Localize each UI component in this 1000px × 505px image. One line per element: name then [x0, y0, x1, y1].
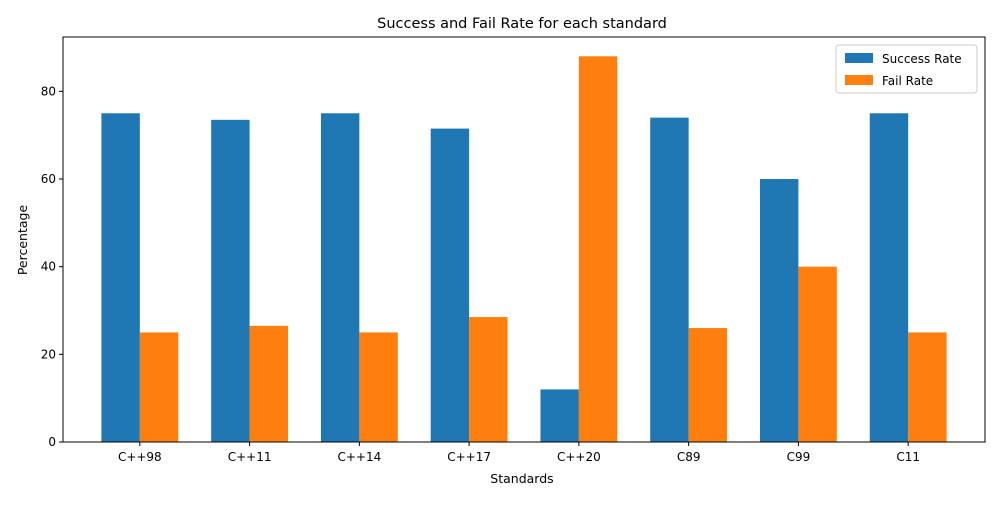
legend-label: Success Rate — [882, 52, 962, 66]
chart-title: Success and Fail Rate for each standard — [377, 16, 667, 32]
plot-frame — [62, 36, 986, 443]
bar-fail-7 — [908, 332, 947, 442]
bars-layer — [101, 56, 947, 443]
y-tick-label: 80 — [41, 84, 56, 98]
legend-swatch — [845, 53, 873, 63]
x-tick-label: C++20 — [557, 450, 601, 464]
legend-label: Fail Rate — [882, 74, 933, 88]
bar-fail-2 — [359, 332, 398, 442]
y-tick-label: 40 — [41, 260, 56, 274]
bar-success-6 — [759, 179, 799, 442]
x-axis-label: Standards — [490, 471, 553, 486]
x-tick-label: C++11 — [228, 450, 272, 464]
bar-fail-3 — [469, 317, 508, 442]
x-tick-label: C++17 — [447, 450, 491, 464]
legend-swatch — [845, 75, 873, 85]
bar-success-1 — [211, 119, 250, 442]
bar-success-0 — [101, 113, 140, 442]
y-tick-label: 60 — [41, 172, 56, 186]
y-axis-label: Percentage — [15, 205, 30, 276]
x-tick-label: C++98 — [118, 450, 162, 464]
bar-success-4 — [540, 389, 579, 442]
bar-success-3 — [430, 128, 470, 442]
x-tick-label: C89 — [677, 450, 701, 464]
bar-fail-1 — [249, 325, 289, 442]
bar-fail-0 — [139, 332, 179, 442]
y-tick-label: 0 — [48, 435, 56, 449]
bar-fail-6 — [798, 266, 837, 442]
x-tick-label: C11 — [896, 450, 920, 464]
axes-layer: 0 20 40 60 80 C++98 C++11 C++14 C++17 C++20 C89 C99… — [41, 36, 986, 464]
bar-fail-4 — [578, 56, 618, 443]
x-tick-label: C++14 — [337, 450, 381, 464]
bar-success-5 — [650, 117, 689, 442]
bar-success-7 — [869, 113, 909, 442]
bar-fail-5 — [688, 328, 728, 442]
x-tick-label: C99 — [787, 450, 811, 464]
bar-success-2 — [320, 113, 360, 442]
legend: Success Rate Fail Rate — [835, 44, 978, 94]
y-tick-label: 20 — [41, 347, 56, 361]
